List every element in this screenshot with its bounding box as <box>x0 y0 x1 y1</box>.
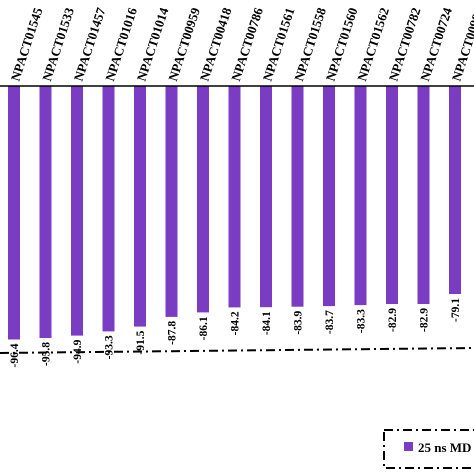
bar-npact01016 <box>102 86 115 332</box>
category-label: NPACT01016 <box>102 5 140 83</box>
bar-npact01558 <box>291 86 304 307</box>
bar-npact01457 <box>71 86 83 336</box>
category-label: NPACT01558 <box>291 5 329 83</box>
legend: 25 ns MD <box>383 429 474 469</box>
value-label: -84.2 <box>230 311 242 335</box>
bars-group <box>8 86 461 340</box>
category-label: NPACT01560 <box>323 6 361 83</box>
value-labels-group: -96.4-95.8-94.9-93.3-91.5-87.8-86.1-84.2… <box>9 298 462 368</box>
bar-npact01545 <box>8 86 20 340</box>
category-label: NPACT00782 <box>386 6 424 83</box>
category-label: NPACT01533 <box>39 5 77 83</box>
category-label: NPACT00724 <box>417 5 455 83</box>
category-label: NPACT01562 <box>354 6 392 83</box>
value-label: -83.7 <box>324 310 336 334</box>
bar-npact00782 <box>386 86 398 304</box>
bar-npact00786 <box>228 86 241 308</box>
value-label: -93.3 <box>104 335 116 359</box>
value-label: -91.5 <box>135 330 147 354</box>
category-label: NPACT00418 <box>197 5 235 83</box>
value-label: -95.8 <box>41 342 53 366</box>
bar-npact01560 <box>323 86 335 307</box>
bar-npact01533 <box>39 86 52 338</box>
value-label: -79.1 <box>450 298 462 322</box>
bar-npact00959 <box>165 86 178 317</box>
bar-npact01562 <box>354 86 367 306</box>
value-label: -82.9 <box>387 308 399 332</box>
value-label: -87.8 <box>167 321 179 345</box>
value-label: -83.3 <box>356 309 368 333</box>
value-label: -96.4 <box>9 343 21 367</box>
bar-npact01561 <box>260 86 272 308</box>
category-labels-group: NPACT01545NPACT01533NPACT01457NPACT01016… <box>8 5 474 83</box>
category-label: NPACT00786 <box>228 5 266 83</box>
value-label: -84.1 <box>261 311 273 335</box>
bar-npact00981 <box>449 86 461 294</box>
bar-npact00418 <box>197 86 209 313</box>
category-label: NPACT01457 <box>71 5 109 83</box>
category-label: NPACT01561 <box>260 6 298 83</box>
value-label: -86.1 <box>198 316 210 340</box>
category-label: NPACT00959 <box>165 5 203 83</box>
legend-box <box>383 429 474 469</box>
category-label: NPACT01014 <box>134 5 172 83</box>
reference-line <box>0 347 474 354</box>
legend-swatch <box>404 442 413 451</box>
bar-npact00724 <box>417 86 430 304</box>
category-label: NPACT01545 <box>8 5 46 83</box>
value-label: -82.9 <box>419 308 431 332</box>
value-label: -83.9 <box>293 310 305 334</box>
bar-npact01014 <box>134 86 146 327</box>
legend-label: 25 ns MD <box>418 440 471 455</box>
